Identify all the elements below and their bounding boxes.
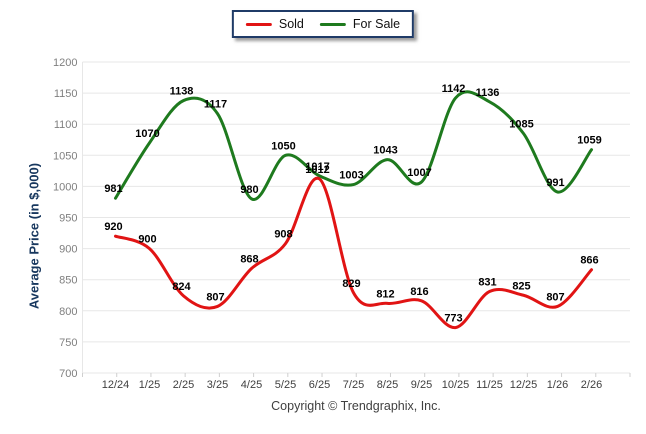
sold-line-swatch: [245, 22, 272, 26]
data-label-sold: 829: [342, 278, 360, 290]
data-label-for-sale: 1007: [407, 167, 431, 179]
data-label-for-sale: 991: [546, 177, 564, 189]
legend-label-sold: Sold: [278, 17, 304, 31]
data-label-sold: 920: [104, 221, 122, 233]
series-sold-line: [114, 176, 593, 330]
legend-item-sold: Sold: [245, 17, 304, 31]
legend-item-for-sale: For Sale: [319, 17, 401, 31]
data-label-for-sale: 1017: [305, 161, 329, 173]
data-label-sold: 824: [172, 281, 191, 293]
legend-label-for-sale: For Sale: [352, 17, 401, 31]
data-label-for-sale: 1003: [339, 170, 363, 182]
data-label-sold: 831: [478, 277, 496, 289]
x-axis-tick-label: 8/25: [377, 379, 398, 391]
x-axis-tick-label: 1/25: [139, 379, 160, 391]
y-axis-tick-label: 950: [59, 213, 77, 225]
copyright-text: Copyright © Trendgraphix, Inc.: [271, 399, 441, 413]
data-label-sold: 1012: [305, 164, 329, 176]
y-axis-tick-label: 700: [59, 368, 77, 380]
y-axis-title: Average Price (in $,000): [26, 162, 42, 310]
y-axis-tick-label: 1050: [53, 150, 77, 162]
data-label-for-sale: 1136: [476, 87, 500, 99]
y-axis-tick-label: 850: [59, 275, 77, 287]
y-axis-tick-label: 1000: [53, 181, 77, 193]
x-axis-tick-label: 9/25: [411, 379, 432, 391]
y-axis-tick-label: 1100: [54, 119, 78, 131]
data-label-sold: 908: [274, 229, 292, 241]
x-axis-tick-label: 7/25: [343, 379, 364, 391]
data-label-sold: 807: [546, 291, 564, 303]
x-axis-tick-label: 12/24: [102, 379, 130, 391]
data-label-sold: 807: [206, 291, 224, 303]
data-label-sold: 773: [444, 313, 462, 325]
x-axis-tick-label: 2/26: [581, 379, 602, 391]
data-label-for-sale: 1050: [271, 140, 295, 152]
data-label-for-sale: 980: [240, 184, 258, 196]
y-axis-tick-label: 800: [59, 306, 77, 318]
data-label-for-sale: 1043: [373, 145, 397, 157]
data-label-sold: 825: [512, 280, 530, 292]
data-label-sold: 816: [410, 286, 428, 298]
y-axis-tick-label: 750: [59, 337, 77, 349]
y-axis-tick-label: 1200: [53, 57, 77, 69]
data-label-for-sale: 981: [104, 183, 122, 195]
series-for-sale-line: [114, 90, 593, 201]
y-axis-tick-label: 900: [59, 244, 77, 256]
data-label-for-sale: 1117: [204, 99, 227, 111]
x-axis-tick-label: 2/25: [173, 379, 194, 391]
data-label-sold: 868: [240, 254, 258, 266]
x-axis-tick-label: 1/26: [547, 379, 568, 391]
data-label-sold: 812: [376, 288, 394, 300]
x-axis-tick-label: 6/25: [309, 379, 330, 391]
data-label-for-sale: 1070: [135, 128, 159, 140]
data-label-for-sale: 1142: [442, 83, 466, 95]
x-axis-tick-label: 11/25: [476, 379, 503, 391]
data-label-for-sale: 1085: [509, 119, 533, 131]
for-sale-line-swatch: [319, 22, 346, 26]
x-axis-tick-label: 12/25: [510, 379, 538, 391]
y-axis-tick-label: 1150: [54, 88, 78, 100]
x-axis-tick-label: 3/25: [207, 379, 228, 391]
x-axis-tick-label: 10/25: [442, 379, 470, 391]
legend: Sold For Sale: [231, 10, 415, 38]
x-axis-tick-label: 5/25: [275, 379, 296, 391]
data-label-sold: 900: [138, 234, 156, 246]
x-axis-tick-label: 4/25: [241, 379, 262, 391]
data-label-for-sale: 1138: [170, 86, 194, 98]
data-label-sold: 866: [580, 255, 598, 267]
data-label-for-sale: 1059: [577, 135, 601, 147]
